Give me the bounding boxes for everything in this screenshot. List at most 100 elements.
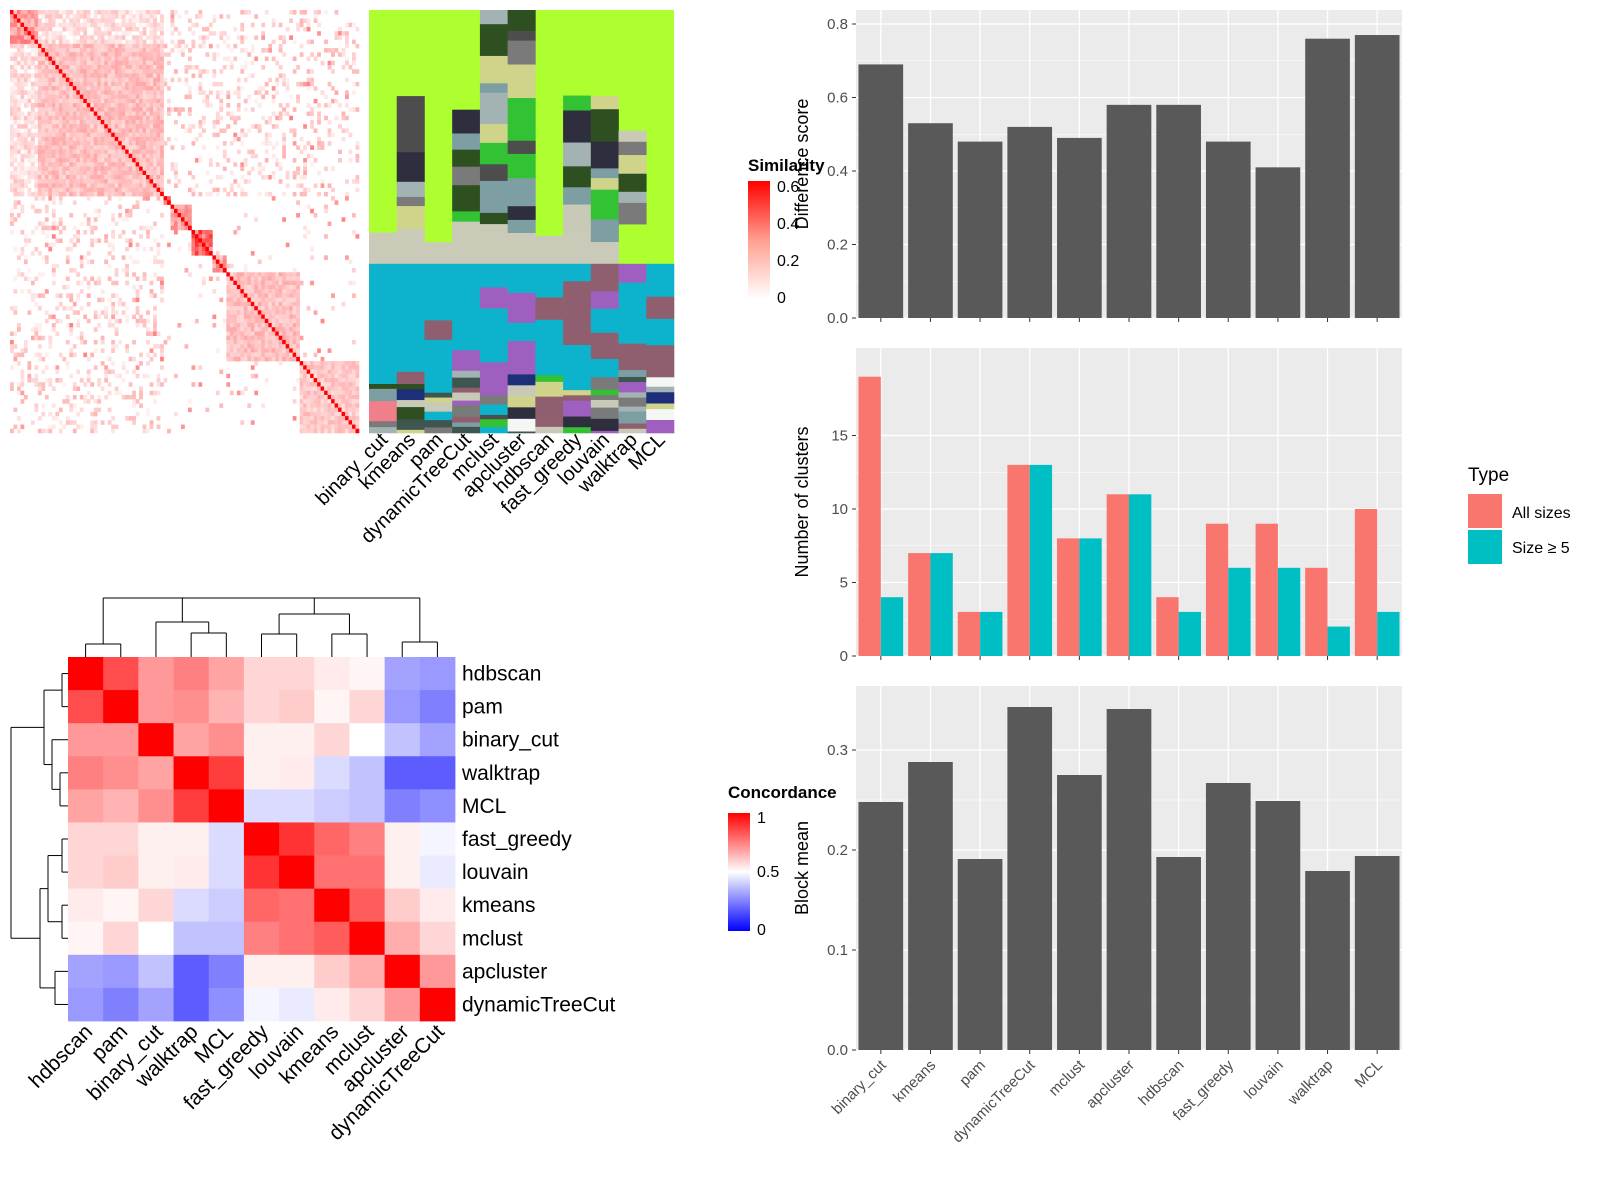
similarity-cell [352,280,356,286]
similarity-cell [229,323,234,328]
similarity-cell [44,187,49,193]
similarity-cell [55,56,60,62]
similarity-cell [170,217,175,222]
similarity-cell [226,35,231,40]
similarity-cell [355,424,360,430]
similarity-cell [205,52,210,57]
similarity-cell [76,64,81,70]
similarity-cell [76,191,81,197]
similarity-cell [345,43,349,49]
similarity-cell [10,382,14,387]
similarity-cell [104,107,109,112]
similarity-cell [236,335,241,341]
similarity-cell [142,174,147,180]
similarity-cell [160,162,164,167]
similarity-cell [34,183,39,188]
similarity-cell [139,132,143,138]
similarity-cell [313,128,318,133]
similarity-cell [306,103,311,108]
similarity-cell [250,251,255,256]
concordance-cell [138,690,174,724]
similarity-cell [299,191,304,197]
similarity-cell [114,170,119,176]
similarity-cell [10,217,14,222]
similarity-cell [107,124,112,129]
similarity-cell [257,335,262,341]
similarity-cell [317,382,321,387]
similarity-cell [51,115,56,121]
similarity-cell [146,90,150,95]
similarity-cell [93,43,98,49]
bar [1007,707,1053,1050]
similarity-cell [58,107,63,112]
annotation-cell [452,387,481,393]
similarity-cell [30,132,35,138]
similarity-cell [111,81,115,87]
bar-size5 [1178,611,1201,656]
similarity-cell [48,162,53,167]
similarity-cell [289,280,293,286]
similarity-cell [55,77,60,83]
similarity-cell [51,69,56,74]
similarity-cell [37,26,42,32]
similarity-cell [93,60,98,66]
similarity-cell [97,35,102,40]
similarity-cell [62,48,67,53]
similarity-cell [156,424,161,430]
similarity-cell [324,39,328,45]
similarity-cell [128,43,133,49]
similarity-cell [55,64,60,70]
similarity-cell [86,174,91,180]
similarity-cell [23,149,28,155]
similarity-cell [219,403,224,408]
similarity-cell [97,162,102,167]
similarity-cell [243,339,248,345]
similarity-cell [250,124,255,129]
annotation-cell [452,377,481,388]
similarity-cell [125,10,129,15]
similarity-cell [76,323,81,328]
similarity-cell [299,280,304,286]
similarity-cell [51,124,56,129]
annotation-cell [452,263,481,292]
similarity-cell [79,335,84,341]
similarity-cell [44,352,49,358]
similarity-cell [20,378,25,383]
similarity-cell [90,86,95,91]
similarity-cell [226,348,231,353]
similarity-cell [226,284,231,290]
annotation-cell [646,386,675,393]
similarity-cell [317,365,321,370]
annotation-cell [396,263,425,290]
similarity-cell [90,242,95,248]
annotation-cell [646,296,675,320]
similarity-cell [111,301,115,307]
similarity-cell [86,369,91,375]
similarity-cell [153,191,157,197]
similarity-cell [93,170,98,176]
similarity-cell [16,174,21,180]
similarity-cell [160,128,164,133]
similarity-cell [48,128,53,133]
similarity-cell [86,18,91,23]
similarity-cell [16,124,21,129]
similarity-cell [111,22,115,28]
similarity-cell [289,335,293,341]
similarity-cell [149,77,154,83]
bar [1255,801,1301,1050]
similarity-cell [285,323,290,328]
similarity-cell [313,183,318,188]
similarity-cell [345,94,349,100]
similarity-cell [37,119,42,125]
similarity-cell [153,128,157,133]
annotation-cell [369,314,398,335]
similarity-cell [44,318,49,324]
similarity-cell [76,297,81,303]
similarity-cell [41,43,46,49]
similarity-cell [226,297,231,303]
similarity-cell [264,191,269,197]
similarity-cell [62,43,67,49]
concordance-row-label: louvain [462,861,529,884]
similarity-cell [149,179,154,184]
similarity-cell [170,221,175,227]
